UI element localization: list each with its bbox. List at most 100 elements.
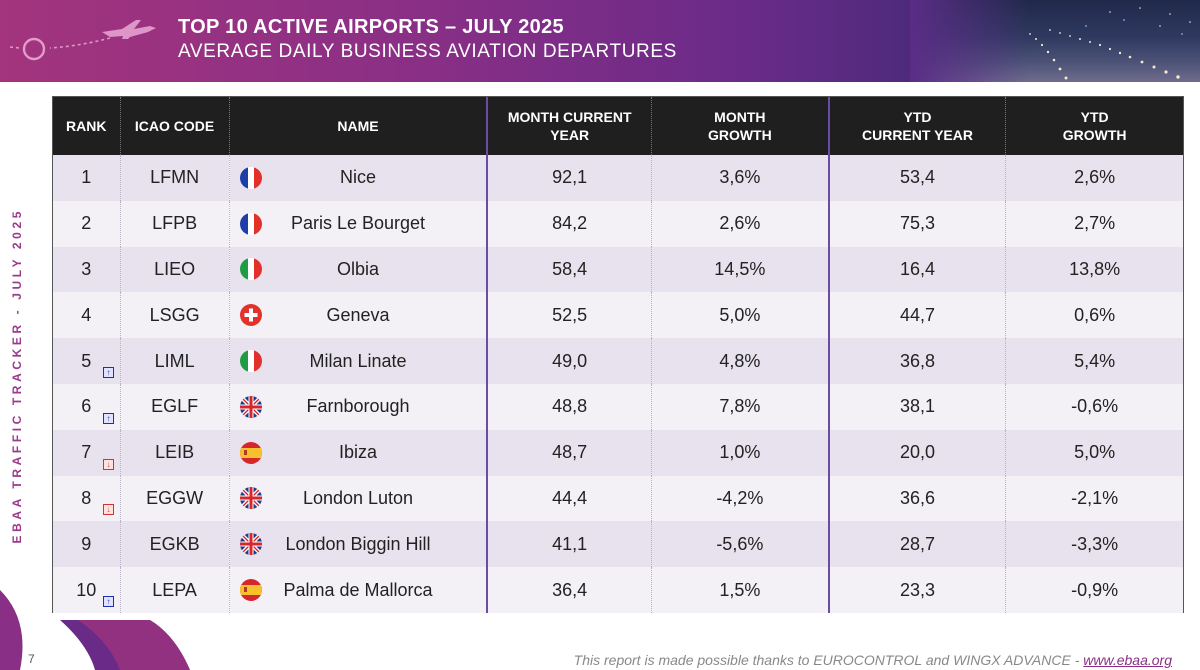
cell-icao: LIML <box>120 338 230 384</box>
airport-name: Geneva <box>326 304 390 325</box>
rank-value: 4 <box>81 304 92 325</box>
cell-month-current: 41,1 <box>486 521 653 568</box>
cell-name: Paris Le Bourget <box>229 200 488 247</box>
uk-flag-icon <box>239 395 262 418</box>
cell-icao: EGGW <box>120 475 230 522</box>
table-body: 1 LFMN Nice 92,1 3,6% 53,4 2,6% 2 LFPB Paris Le B… <box>53 155 1183 613</box>
cell-ytd-current: 20,0 <box>827 429 1007 476</box>
airport-name: Ibiza <box>338 442 378 463</box>
plane-path-logo <box>10 20 156 61</box>
col-header-ytd-growth-line2: GROWTH <box>1062 127 1127 143</box>
col-header-month-current-line1: MONTH CURRENT <box>507 109 632 125</box>
cell-rank: 8 ↓ <box>53 475 121 522</box>
cell-month-growth: 3,6% <box>651 155 830 201</box>
col-header-ytd-current-line1: YTD <box>903 109 932 125</box>
rank-up-arrow-icon: ↑ <box>103 366 114 378</box>
rank-down-arrow-icon: ↓ <box>103 458 114 470</box>
cell-ytd-growth: 2,7% <box>1005 200 1183 247</box>
cell-month-growth: 4,8% <box>651 338 830 384</box>
header-banner: TOP 10 ACTIVE AIRPORTS – JULY 2025 AVERA… <box>0 0 1200 82</box>
rank-value: 2 <box>81 213 92 234</box>
cell-ytd-current: 75,3 <box>827 200 1007 247</box>
cell-rank: 4 <box>53 292 121 339</box>
cell-rank: 10 ↑ <box>53 567 121 613</box>
cell-icao: LSGG <box>120 292 230 339</box>
rank-value: 6 <box>81 396 92 417</box>
cell-month-current: 44,4 <box>486 475 653 522</box>
col-header-month-current-line2: YEAR <box>550 127 590 143</box>
cell-ytd-growth: 2,6% <box>1005 155 1183 201</box>
rank-value: 3 <box>81 258 92 279</box>
airport-name: Farnborough <box>306 396 410 417</box>
cell-name: Milan Linate <box>229 338 488 384</box>
france-flag-icon <box>239 212 262 235</box>
cell-rank: 7 ↓ <box>53 429 121 476</box>
cell-icao: LIEO <box>120 246 230 293</box>
cell-icao: EGKB <box>120 521 230 568</box>
airport-name: Nice <box>339 167 376 188</box>
cell-month-current: 48,7 <box>486 429 653 476</box>
italy-flag-icon <box>239 258 262 281</box>
cell-ytd-growth: -2,1% <box>1005 475 1183 522</box>
airports-table: RANK ICAO CODE NAME MONTH CURRENT YEAR M… <box>52 96 1184 613</box>
footer-note: This report is made possible thanks to E… <box>574 652 1172 668</box>
cell-month-current: 49,0 <box>486 338 653 384</box>
rank-value: 10 <box>76 579 97 600</box>
cell-name: Farnborough <box>229 383 488 430</box>
col-header-month-current: MONTH CURRENT YEAR <box>486 97 653 155</box>
col-header-ytd-growth-line1: YTD <box>1080 109 1109 125</box>
airport-name: Olbia <box>336 258 380 279</box>
cell-rank: 3 <box>53 246 121 293</box>
spain-flag-icon <box>239 579 262 602</box>
cell-ytd-current: 36,6 <box>827 475 1007 522</box>
col-header-ytd-growth: YTD GROWTH <box>1005 97 1183 155</box>
cell-ytd-growth: -3,3% <box>1005 521 1183 568</box>
cell-month-current: 36,4 <box>486 567 653 613</box>
airport-name: Milan Linate <box>309 350 407 371</box>
cell-ytd-current: 23,3 <box>827 567 1007 613</box>
cell-ytd-current: 16,4 <box>827 246 1007 293</box>
airport-name: London Luton <box>302 487 414 508</box>
cell-month-growth: 2,6% <box>651 200 830 247</box>
footer-link[interactable]: www.ebaa.org <box>1083 652 1172 668</box>
cell-name: London Luton <box>229 475 488 522</box>
col-header-ytd-current-line2: CURRENT YEAR <box>861 127 973 143</box>
rank-down-arrow-icon: ↓ <box>103 504 114 516</box>
table-row: 5 ↑ LIML Milan Linate 49,0 4,8% 36,8 5,4% <box>53 338 1183 384</box>
cell-ytd-current: 38,1 <box>827 383 1007 430</box>
cell-ytd-growth: 5,0% <box>1005 429 1183 476</box>
page-subtitle: AVERAGE DAILY BUSINESS AVIATION DEPARTUR… <box>178 41 677 62</box>
cell-icao: LEIB <box>120 429 230 476</box>
cell-month-growth: 7,8% <box>651 383 830 430</box>
cell-month-growth: 1,5% <box>651 567 830 613</box>
col-header-icao: ICAO CODE <box>120 97 230 155</box>
col-header-rank: RANK <box>53 97 121 155</box>
table-row: 8 ↓ EGGW London Luton 44,4 -4,2% 36,6 -2,1% <box>53 475 1183 522</box>
cell-rank: 9 <box>53 521 121 568</box>
cell-ytd-current: 36,8 <box>827 338 1007 384</box>
side-label: EBAA TRAFFIC TRACKER - JULY 2025 <box>4 176 30 576</box>
cell-rank: 2 <box>53 200 121 247</box>
uk-flag-icon <box>239 533 262 556</box>
table-row: 3 LIEO Olbia 58,4 14,5% 16,4 13,8% <box>53 246 1183 293</box>
italy-flag-icon <box>239 350 262 373</box>
cell-month-growth: 1,0% <box>651 429 830 476</box>
table-row: 9 EGKB London Biggin Hill 41,1 -5,6% 28,7 -3,3… <box>53 521 1183 568</box>
rank-value: 5 <box>81 350 92 371</box>
col-header-month-growth-line1: MONTH <box>714 109 766 125</box>
cell-ytd-growth: 0,6% <box>1005 292 1183 339</box>
cell-name: Geneva <box>229 292 488 339</box>
cell-name: Olbia <box>229 246 488 293</box>
table-row: 6 ↑ EGLF Farnborough 48,8 7,8% 38,1 -0,6% <box>53 383 1183 430</box>
cell-name: London Biggin Hill <box>229 521 488 568</box>
side-label-text: EBAA TRAFFIC TRACKER - JULY 2025 <box>10 208 24 544</box>
cell-icao: LFMN <box>120 155 230 201</box>
uk-flag-icon <box>239 487 262 510</box>
airport-name: Paris Le Bourget <box>290 213 426 234</box>
page-number: 7 <box>28 652 35 666</box>
col-header-ytd-current: YTD CURRENT YEAR <box>827 97 1007 155</box>
col-header-name: NAME <box>229 97 488 155</box>
table-row: 2 LFPB Paris Le Bourget 84,2 2,6% 75,3 2,7% <box>53 200 1183 247</box>
cell-name: Ibiza <box>229 429 488 476</box>
airport-name: London Biggin Hill <box>285 533 431 554</box>
